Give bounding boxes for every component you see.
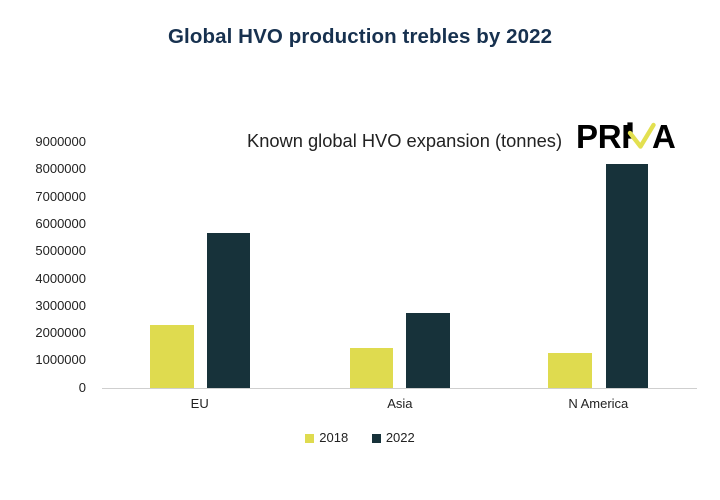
svg-text:A: A [652, 118, 676, 155]
svg-text:PRI: PRI [576, 118, 630, 155]
